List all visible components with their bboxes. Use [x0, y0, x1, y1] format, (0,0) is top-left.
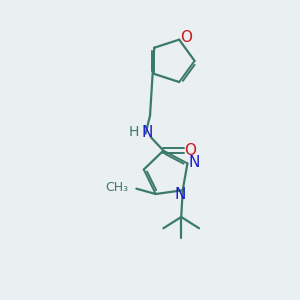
Text: O: O: [184, 143, 196, 158]
Text: N: N: [188, 155, 200, 170]
Text: O: O: [180, 30, 192, 45]
Text: CH₃: CH₃: [105, 181, 128, 194]
Text: H: H: [129, 125, 140, 140]
Text: N: N: [141, 125, 152, 140]
Text: N: N: [175, 187, 186, 202]
